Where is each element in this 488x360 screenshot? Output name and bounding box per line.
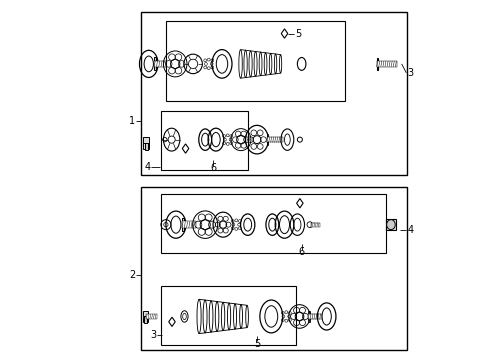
- Text: 5: 5: [253, 339, 260, 349]
- Bar: [182, 221, 195, 228]
- Bar: [266, 137, 282, 143]
- Bar: [160, 111, 247, 170]
- Bar: [160, 286, 296, 345]
- Bar: [142, 142, 149, 149]
- Bar: [144, 141, 148, 150]
- Bar: [146, 314, 157, 319]
- Text: 2: 2: [128, 270, 135, 280]
- Bar: [142, 137, 149, 143]
- Text: 5: 5: [295, 28, 301, 39]
- Bar: [141, 187, 406, 350]
- Bar: [142, 317, 148, 322]
- Bar: [182, 218, 183, 231]
- Text: 4: 4: [144, 162, 150, 172]
- Ellipse shape: [386, 220, 394, 230]
- Bar: [266, 134, 267, 145]
- Bar: [154, 58, 156, 70]
- Text: 4: 4: [407, 225, 413, 235]
- Polygon shape: [281, 29, 287, 38]
- Polygon shape: [182, 144, 188, 153]
- Bar: [307, 314, 321, 319]
- Bar: [376, 58, 378, 70]
- Text: 3: 3: [407, 68, 413, 78]
- Bar: [142, 311, 148, 316]
- Polygon shape: [168, 317, 175, 327]
- Text: 1: 1: [129, 116, 135, 126]
- Bar: [141, 12, 406, 175]
- Text: 6: 6: [298, 247, 304, 257]
- Polygon shape: [296, 199, 303, 208]
- Bar: [165, 21, 344, 102]
- Bar: [310, 222, 319, 227]
- Bar: [376, 61, 397, 67]
- Text: 3: 3: [150, 330, 157, 341]
- Bar: [160, 194, 385, 253]
- Text: 6: 6: [209, 163, 216, 173]
- Bar: [143, 316, 147, 323]
- Bar: [307, 311, 309, 322]
- Bar: [154, 61, 165, 67]
- Bar: [385, 219, 395, 230]
